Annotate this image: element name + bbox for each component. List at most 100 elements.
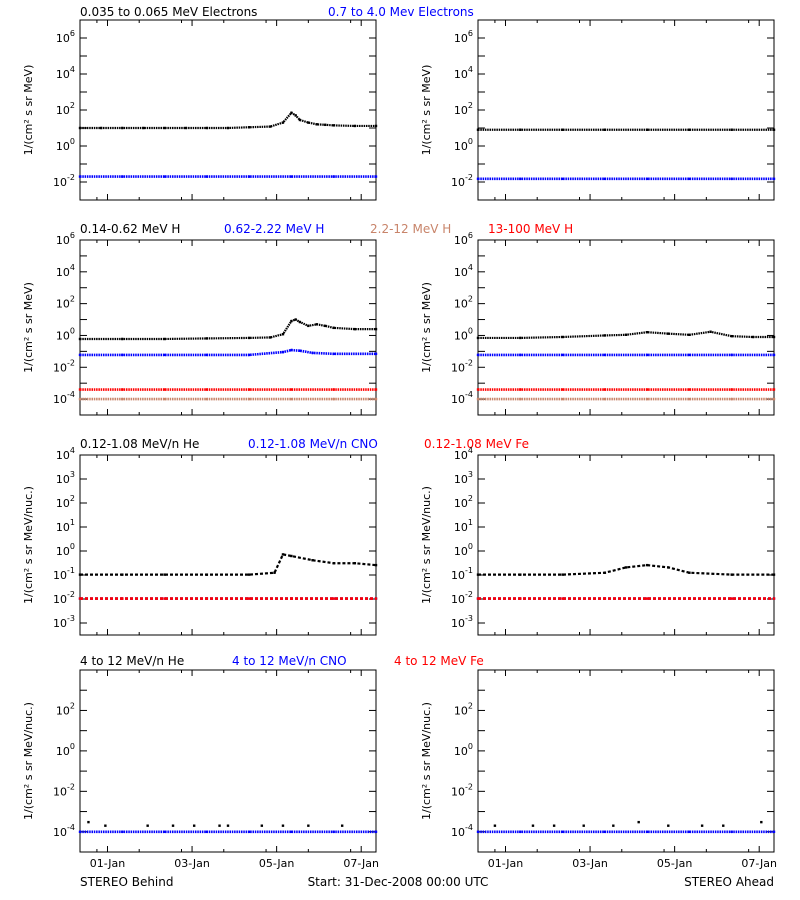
data-point	[772, 573, 776, 576]
y-tick-label: 104	[454, 446, 473, 462]
panel-row-4: 4 to 12 MeV/n He 4 to 12 MeV/n CNO 4 to 12…	[22, 654, 777, 870]
data-point	[730, 573, 733, 576]
data-point	[332, 124, 335, 127]
legend-label: 0.12-1.08 MeV/n He	[80, 437, 199, 451]
panel-rows: 0.035 to 0.065 MeV Electrons 0.7 to 4.0 M…	[22, 5, 777, 870]
data-point	[603, 830, 607, 833]
data-point	[281, 332, 285, 336]
y-tick-label: 10-4	[53, 390, 75, 406]
data-point	[688, 177, 691, 181]
data-point	[99, 126, 103, 130]
data-point	[294, 318, 297, 321]
data-point	[184, 126, 187, 130]
data-point	[603, 177, 607, 181]
data-point	[561, 597, 564, 600]
data-point	[760, 820, 763, 824]
data-point	[121, 597, 124, 600]
data-point	[603, 353, 607, 357]
data-point	[121, 397, 124, 401]
data-point	[205, 388, 209, 391]
data-point	[205, 573, 209, 576]
data-point	[205, 175, 209, 178]
chart-marks	[78, 111, 776, 834]
footer-start-time: Start: 31-Dec-2008 00:00 UTC	[308, 875, 489, 889]
data-point	[247, 388, 251, 391]
chart-heavy-ahead	[476, 820, 776, 834]
y-tick-label: 10-3	[53, 614, 75, 630]
data-point	[688, 571, 691, 574]
data-point	[476, 397, 480, 401]
plot-frame	[79, 239, 377, 416]
data-point	[146, 824, 149, 827]
data-point	[730, 597, 733, 600]
data-point	[163, 337, 166, 341]
y-tick-label: 106	[56, 231, 75, 247]
data-point	[561, 397, 564, 401]
y-axis-label: 1/(cm² s sr MeV)	[420, 282, 433, 373]
data-point	[688, 128, 691, 131]
data-point	[78, 597, 82, 600]
data-point	[645, 830, 649, 833]
legend-label: 13-100 MeV H	[488, 222, 573, 236]
data-point	[171, 824, 175, 827]
y-tick-label: 10-4	[451, 390, 473, 406]
data-point	[218, 824, 221, 827]
data-point	[87, 820, 90, 824]
y-tick-label: 102	[454, 701, 473, 717]
panel-ahead-1: 106 104 102 100 10-2 1/(cm² s sr MeV)	[420, 19, 775, 201]
data-point	[121, 353, 124, 357]
data-point	[374, 175, 378, 178]
panel-ahead-3: 104 103 102 101 100 10-1 10-2 10-3 1/(cm² s sr M…	[420, 446, 775, 636]
data-point	[374, 388, 378, 391]
data-point	[561, 177, 564, 181]
data-point	[552, 824, 556, 827]
data-point	[688, 353, 691, 357]
data-point	[247, 126, 251, 129]
data-point	[374, 327, 378, 331]
data-point	[315, 123, 318, 126]
data-point	[561, 128, 564, 131]
data-point	[772, 397, 776, 401]
x-tick-label: 05-Jan	[657, 857, 693, 870]
data-point	[730, 830, 733, 833]
data-point	[561, 388, 564, 391]
data-point	[751, 335, 755, 339]
series-line	[80, 111, 376, 130]
y-tick-label: 100	[56, 137, 75, 153]
data-point	[603, 334, 607, 337]
data-point	[353, 124, 357, 128]
data-point	[645, 397, 649, 401]
y-tick-label: 102	[56, 701, 75, 717]
data-point	[772, 597, 776, 600]
panel-behind-3: 104 103 102 101 100 10-1 10-2 10-3 1/(cm² s sr M…	[22, 446, 377, 636]
data-point	[273, 571, 276, 574]
y-tick-label: 104	[56, 446, 75, 462]
data-point	[561, 573, 564, 576]
data-point	[709, 330, 712, 333]
data-point	[192, 824, 196, 827]
data-point	[324, 123, 327, 127]
y-axis-label: 1/(cm² s sr MeV/nuc.)	[420, 486, 433, 604]
panel-behind-4: 102 100 10-2 10-4 1/(cm² s sr MeV/nuc.) 01-Ja…	[22, 669, 379, 870]
panel-behind-1: 106 104 102 100 10-2 1/(cm² s sr MeV)	[22, 19, 377, 201]
series-line	[80, 348, 376, 357]
data-point	[290, 830, 293, 833]
y-tick-label: 102	[56, 494, 75, 510]
data-point	[688, 333, 691, 336]
data-point	[281, 121, 285, 124]
data-point	[163, 830, 166, 833]
data-point	[476, 597, 480, 600]
y-axis-label: 1/(cm² s sr MeV)	[22, 65, 35, 156]
data-point	[561, 335, 564, 339]
chart-heavy-behind	[78, 820, 378, 834]
data-point	[332, 326, 335, 330]
data-point	[121, 175, 124, 178]
data-point	[290, 397, 293, 401]
data-point	[121, 388, 124, 391]
y-tick-label: 10-2	[451, 590, 473, 606]
footer-left-label: STEREO Behind	[80, 875, 174, 889]
legend-label: 0.035 to 0.065 MeV Electrons	[80, 5, 257, 19]
y-tick-label: 103	[56, 470, 75, 486]
data-point	[247, 397, 251, 401]
data-point	[163, 175, 166, 178]
